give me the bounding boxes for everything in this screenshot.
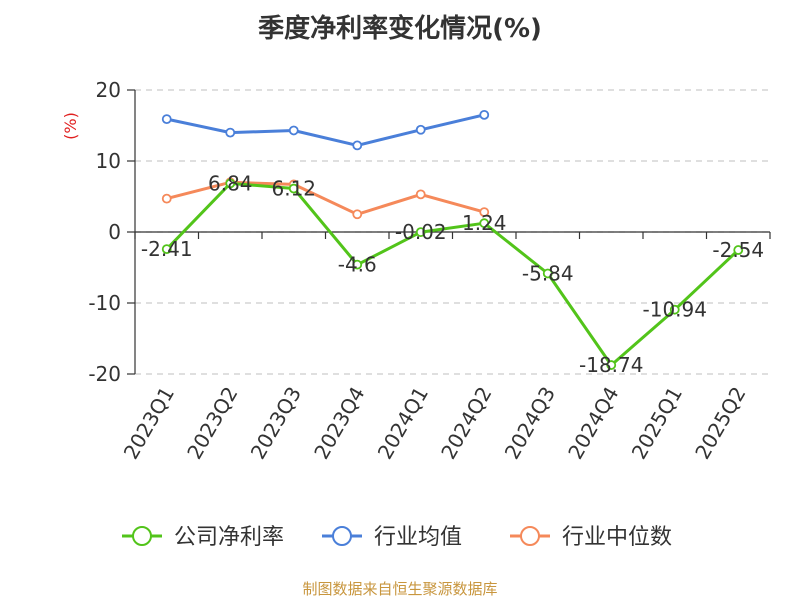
series-line	[166, 180, 485, 216]
legend-label: 行业均值	[374, 525, 462, 550]
data-point	[733, 245, 744, 255]
data-label: -2.54	[712, 238, 764, 262]
x-tick-label: 2025Q2	[690, 383, 750, 464]
data-point	[288, 183, 299, 194]
data-point	[352, 140, 363, 151]
data-point	[479, 207, 490, 218]
data-point	[161, 114, 172, 125]
y-tick-label: 10	[96, 149, 121, 173]
series-line	[165, 181, 740, 367]
y-tick-label: 20	[96, 78, 121, 102]
data-point	[288, 125, 299, 136]
chart-title: 季度净利率变化情况(%)	[258, 14, 542, 44]
y-tick-label: -10	[88, 291, 121, 315]
data-label: -18.74	[579, 353, 643, 377]
x-tick-label: 2023Q3	[246, 383, 306, 464]
data-point	[161, 193, 172, 204]
data-label: 1.24	[462, 211, 507, 235]
series-line	[166, 113, 485, 147]
data-label: -0.02	[395, 220, 447, 244]
legend-marker	[132, 526, 152, 546]
data-point	[415, 124, 426, 135]
y-tick-label: 0	[108, 220, 121, 244]
x-tick-label: 2024Q3	[500, 383, 560, 464]
legend-marker	[520, 526, 540, 546]
data-point	[225, 127, 236, 138]
data-label: 6.12	[271, 177, 316, 201]
x-tick-label: 2024Q2	[436, 383, 496, 464]
x-tick-label: 2023Q4	[309, 383, 369, 464]
data-point	[479, 218, 490, 229]
x-tick-label: 2023Q1	[119, 383, 179, 464]
data-point	[225, 178, 236, 189]
data-label: -2.41	[141, 237, 193, 261]
data-point	[415, 189, 426, 200]
data-label: -5.84	[522, 261, 574, 285]
data-point	[669, 304, 680, 315]
legend-label: 行业中位数	[562, 525, 672, 550]
y-axis-label: (%)	[61, 112, 80, 140]
data-label: 6.84	[208, 171, 253, 195]
x-tick-label: 2025Q1	[627, 383, 687, 464]
data-label: -10.94	[643, 298, 707, 322]
legend-label: 公司净利率	[174, 525, 284, 550]
data-point	[479, 109, 490, 120]
data-point	[606, 360, 617, 370]
x-tick-label: 2024Q1	[373, 383, 433, 464]
data-point	[415, 227, 426, 238]
x-tick-label: 2023Q2	[182, 383, 242, 464]
data-point	[352, 259, 363, 270]
source-note: 制图数据来自恒生聚源数据库	[302, 580, 498, 598]
x-tick-label: 2024Q4	[563, 383, 623, 464]
data-point	[161, 244, 172, 255]
legend-marker	[332, 526, 352, 546]
data-label: -4.6	[338, 253, 377, 277]
data-point	[542, 268, 553, 279]
y-tick-label: -20	[88, 362, 121, 386]
data-point	[352, 209, 363, 220]
